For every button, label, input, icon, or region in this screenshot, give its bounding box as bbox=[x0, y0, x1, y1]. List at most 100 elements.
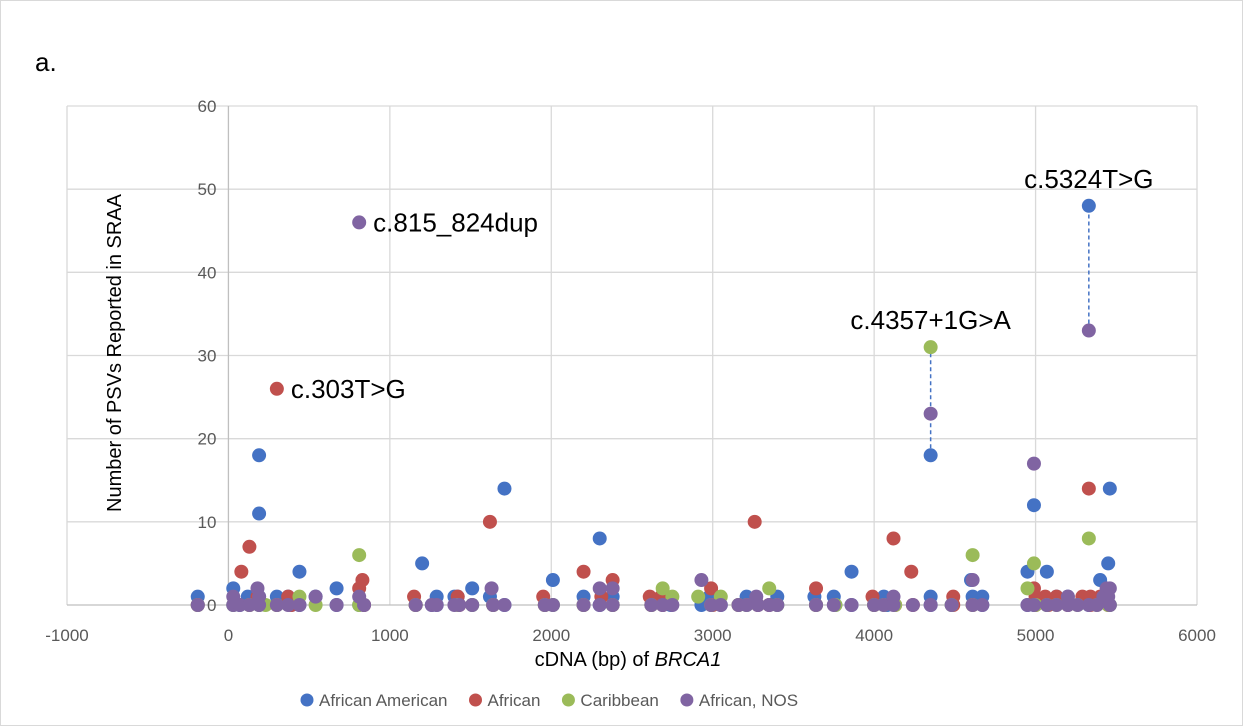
data-point bbox=[750, 598, 765, 612]
legend-marker bbox=[680, 693, 694, 707]
data-point bbox=[1039, 564, 1054, 579]
data-point bbox=[1081, 323, 1096, 338]
data-point bbox=[1026, 498, 1041, 513]
data-point bbox=[704, 581, 719, 596]
data-point bbox=[965, 598, 980, 612]
data-point bbox=[886, 531, 901, 546]
data-point bbox=[465, 581, 480, 596]
x-axis-label-prefix: cDNA (bp) of bbox=[535, 649, 655, 671]
data-point bbox=[605, 581, 620, 596]
data-point bbox=[408, 598, 423, 612]
data-point bbox=[904, 564, 919, 579]
data-point bbox=[1102, 598, 1117, 612]
data-point bbox=[655, 581, 670, 596]
data-point bbox=[770, 598, 785, 612]
data-point bbox=[965, 573, 980, 588]
data-point bbox=[747, 514, 762, 529]
data-point bbox=[234, 564, 249, 579]
data-point bbox=[1026, 556, 1041, 571]
data-point bbox=[605, 598, 620, 612]
legend-label: Caribbean bbox=[580, 691, 658, 710]
x-tick-label: 3000 bbox=[694, 626, 732, 645]
data-point bbox=[655, 598, 670, 612]
data-point bbox=[923, 598, 938, 612]
data-point bbox=[1039, 598, 1054, 612]
data-point bbox=[886, 598, 901, 612]
data-point bbox=[809, 598, 824, 612]
x-tick-label: -1000 bbox=[45, 626, 88, 645]
data-point bbox=[691, 589, 706, 604]
legend: African American African Caribbean African,… bbox=[300, 691, 798, 710]
data-point bbox=[694, 573, 709, 588]
x-axis-label: cDNA (bp) of BRCA1 bbox=[535, 649, 722, 671]
data-point bbox=[269, 598, 284, 612]
y-tick-label: 0 bbox=[207, 596, 216, 615]
x-tick-label: 4000 bbox=[855, 626, 893, 645]
x-tick-label: 6000 bbox=[1178, 626, 1216, 645]
data-point bbox=[975, 598, 990, 612]
data-point bbox=[1101, 556, 1116, 571]
series-3 bbox=[190, 215, 1117, 612]
data-point bbox=[352, 548, 367, 563]
x-axis-label-gene: BRCA1 bbox=[655, 649, 722, 671]
data-point bbox=[713, 598, 728, 612]
x-tick-label: 1000 bbox=[371, 626, 409, 645]
point-annotation: c.815_824dup bbox=[373, 207, 538, 237]
data-point bbox=[965, 548, 980, 563]
data-point bbox=[190, 598, 205, 612]
data-point bbox=[482, 514, 497, 529]
data-point bbox=[1026, 456, 1041, 471]
y-axis-label: Number of PSVs Reported in SRAA bbox=[104, 193, 126, 512]
data-point bbox=[352, 215, 367, 230]
data-point bbox=[545, 598, 560, 612]
data-point bbox=[867, 598, 882, 612]
data-point bbox=[923, 340, 938, 355]
data-point bbox=[592, 581, 607, 596]
data-point bbox=[497, 481, 512, 496]
legend-item: African American bbox=[300, 691, 448, 710]
data-point bbox=[242, 598, 257, 612]
legend-label: African bbox=[488, 691, 541, 710]
data-point bbox=[281, 598, 296, 612]
data-point bbox=[1020, 581, 1035, 596]
data-point bbox=[826, 598, 841, 612]
data-point bbox=[242, 539, 257, 554]
data-point bbox=[465, 598, 480, 612]
annotations: c.815_824dup c.303T>G c.4357+1G>A c.5324T>G bbox=[291, 164, 1154, 404]
data-point bbox=[308, 589, 323, 604]
x-tick-label: 2000 bbox=[532, 626, 570, 645]
data-point bbox=[665, 598, 680, 612]
data-point bbox=[876, 598, 891, 612]
data-point bbox=[1081, 198, 1096, 213]
data-point bbox=[1081, 481, 1096, 496]
data-point bbox=[1070, 598, 1085, 612]
legend-marker bbox=[469, 693, 482, 707]
data-point bbox=[923, 448, 938, 463]
legend-marker bbox=[561, 693, 575, 707]
data-point bbox=[1060, 598, 1075, 612]
data-point bbox=[1049, 598, 1064, 612]
legend-item: African, NOS bbox=[680, 691, 798, 710]
point-annotation: c.5324T>G bbox=[1024, 164, 1153, 194]
y-tick-label: 30 bbox=[198, 347, 217, 366]
data-point bbox=[252, 506, 267, 521]
data-point bbox=[576, 598, 591, 612]
data-point bbox=[576, 564, 591, 579]
data-point bbox=[1102, 581, 1117, 596]
data-point bbox=[923, 406, 938, 421]
panel-label: a. bbox=[35, 47, 57, 77]
data-point bbox=[329, 598, 344, 612]
y-tick-label: 10 bbox=[198, 513, 217, 532]
legend-marker bbox=[300, 693, 314, 707]
data-point bbox=[844, 598, 859, 612]
data-point bbox=[1081, 531, 1096, 546]
data-point bbox=[252, 448, 267, 463]
data-point bbox=[762, 581, 777, 596]
data-point bbox=[1026, 598, 1041, 612]
series-0 bbox=[190, 198, 1117, 612]
data-point bbox=[269, 381, 284, 396]
point-annotation: c.4357+1G>A bbox=[850, 305, 1011, 335]
y-tick-label: 20 bbox=[198, 430, 217, 449]
